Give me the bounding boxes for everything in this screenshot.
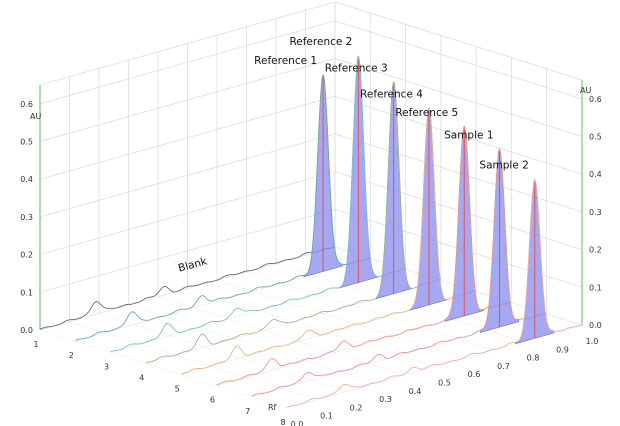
rf-tick-label: 0.3 (379, 395, 392, 404)
series-label: Blank (177, 255, 209, 274)
trace-line (110, 56, 406, 352)
trace-line (181, 107, 477, 375)
trace-line (75, 73, 371, 341)
series-label: Reference 3 (325, 62, 388, 74)
track-tick-label: 2 (69, 351, 74, 360)
y-tick-label-left: 0.1 (20, 288, 33, 297)
track-tick-label: 4 (139, 373, 144, 382)
trace-line (145, 81, 442, 364)
y-tick-label-left: 0.6 (20, 100, 33, 109)
track-tick-label: 6 (210, 396, 215, 405)
grid-line-h-right (334, 58, 583, 137)
floor-grid-line (216, 279, 465, 359)
trace-line (251, 147, 547, 397)
grid-line-h-right (334, 20, 583, 100)
rf-tick-label: 0.7 (497, 362, 510, 371)
track-tick-label: 7 (245, 407, 250, 416)
floor-grid-line (39, 329, 288, 409)
series-label: Sample 1 (444, 130, 493, 142)
rf-tick-label: 0.1 (320, 412, 333, 421)
rf-tick-label: 0.0 (291, 420, 304, 426)
series-label: Reference 2 (289, 36, 352, 48)
track-tick-label: 5 (175, 385, 180, 394)
rf-tick-label: 0.2 (350, 403, 363, 412)
series-label: Reference 4 (360, 89, 423, 101)
floor-grid-line (98, 313, 347, 392)
y-tick-label-right: 0.5 (589, 133, 602, 142)
trace-line (286, 178, 583, 408)
track-tick-label: 1 (33, 340, 38, 349)
grid-line-h-right (334, 1, 583, 81)
track-tick-label: 3 (104, 362, 109, 371)
track-tick-label: 8 (280, 418, 285, 426)
rf-tick-label: 0.6 (468, 370, 481, 379)
floor-grid-line (246, 271, 494, 351)
y-tick-label-right: 0.2 (589, 246, 602, 255)
rf-tick-label: 1.0 (586, 337, 599, 346)
y-tick-label-left: 0.2 (20, 251, 33, 260)
series-label: Reference 5 (395, 107, 458, 119)
trace-line (216, 126, 512, 386)
floor-grid-line (128, 304, 376, 384)
y-tick-label-left: 0.3 (20, 213, 33, 222)
grid-line-h-left (39, 1, 336, 86)
y-axis-label-left: AU (30, 112, 41, 121)
y-tick-label-left: 0.5 (20, 138, 33, 147)
rf-tick-label: 0.5 (438, 379, 451, 388)
rf-tick-label: 0.9 (556, 345, 569, 354)
grid-line-h-right (334, 133, 583, 213)
floor-grid-line (69, 321, 317, 400)
y-tick-label-right: 0.4 (589, 170, 602, 179)
floor-grid-line (157, 296, 406, 376)
y-tick-label-right: 0.3 (589, 208, 602, 217)
y-tick-label-right: 0.6 (589, 95, 602, 104)
axes-layer: 0.0 0.0 0.1 0.1 0.2 0.2 0.3 0.3 0.4 0.4 0.5 0.5 0.6 0… (20, 79, 602, 426)
traces-layer (39, 55, 583, 408)
x-axis-label: Rf (268, 403, 277, 412)
y-axis-label-right: AU (580, 86, 591, 95)
rf-tick-label: 0.8 (527, 354, 540, 363)
y-tick-label-right: 0.1 (589, 283, 602, 292)
series-label: Reference 1 (254, 55, 317, 67)
y-tick-label-left: 0.0 (20, 326, 33, 335)
series-label: Sample 2 (479, 160, 528, 172)
trace-line (39, 246, 336, 330)
y-tick-label-right: 0.0 (589, 321, 602, 330)
labels-layer: Blank Reference 1 Reference 2 Reference 3 Re… (177, 36, 529, 275)
floor-grid-line (275, 263, 524, 342)
floor-grid-line (187, 288, 435, 367)
grid-line-h-right (334, 95, 583, 175)
rf-tick-label: 0.4 (409, 387, 422, 396)
y-tick-label-left: 0.4 (20, 175, 33, 184)
